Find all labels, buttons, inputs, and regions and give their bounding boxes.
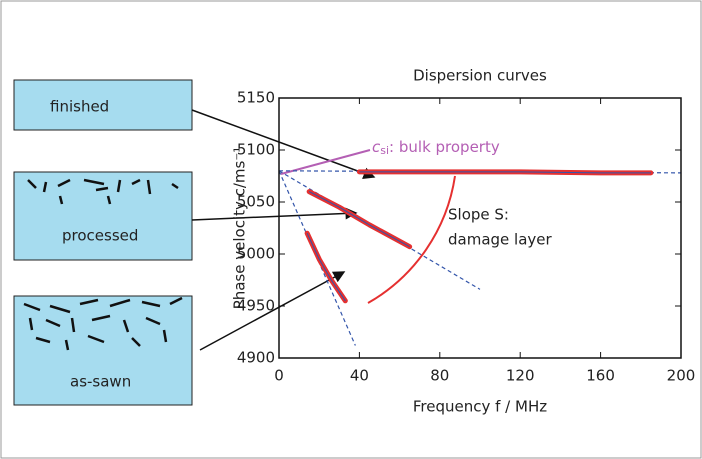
y-tick-label: 5000 xyxy=(237,245,275,263)
fit-line xyxy=(278,170,356,346)
x-tick-label: 120 xyxy=(506,367,535,385)
y-tick-label: 5150 xyxy=(237,89,275,107)
arrows xyxy=(191,109,376,351)
y-tick-label: 4900 xyxy=(237,349,275,367)
chart-title: Dispersion curves xyxy=(413,67,547,85)
processed-label: processed xyxy=(62,227,138,245)
x-tick-label: 160 xyxy=(586,367,615,385)
data-line-core xyxy=(359,171,651,174)
bulk-subscript: si xyxy=(380,144,389,157)
finished-label: finished xyxy=(50,98,109,116)
plot-frame xyxy=(278,97,682,359)
slope-arc xyxy=(367,175,456,304)
finished-box xyxy=(13,79,193,131)
bulk-text: : bulk property xyxy=(389,138,500,156)
x-tick-label: 0 xyxy=(274,367,284,385)
y-tick-label: 4950 xyxy=(237,297,275,315)
x-tick-label: 40 xyxy=(350,367,369,385)
slope-label: Slope S: xyxy=(448,206,509,224)
bulk-symbol: c xyxy=(372,138,381,156)
processed-box xyxy=(13,171,193,261)
data-line-core xyxy=(308,191,410,248)
bulk-pointer xyxy=(280,149,371,175)
y-tick-label: 5050 xyxy=(237,193,275,211)
x-axis-label: Frequency f / MHz xyxy=(413,398,547,416)
x-tick-label: 200 xyxy=(667,367,696,385)
bulk-annotation: csi: bulk property xyxy=(372,138,500,158)
x-tick-label: 80 xyxy=(430,367,449,385)
data-line-core xyxy=(306,232,346,302)
y-axis-label: Phase velocity c/ms⁻¹ xyxy=(231,147,249,310)
y-tick-label: 5100 xyxy=(237,141,275,159)
slope-label: damage layer xyxy=(448,231,553,249)
as-sawn-box xyxy=(13,295,193,406)
as-sawn-label: as-sawn xyxy=(70,373,131,391)
cracks xyxy=(23,178,183,351)
